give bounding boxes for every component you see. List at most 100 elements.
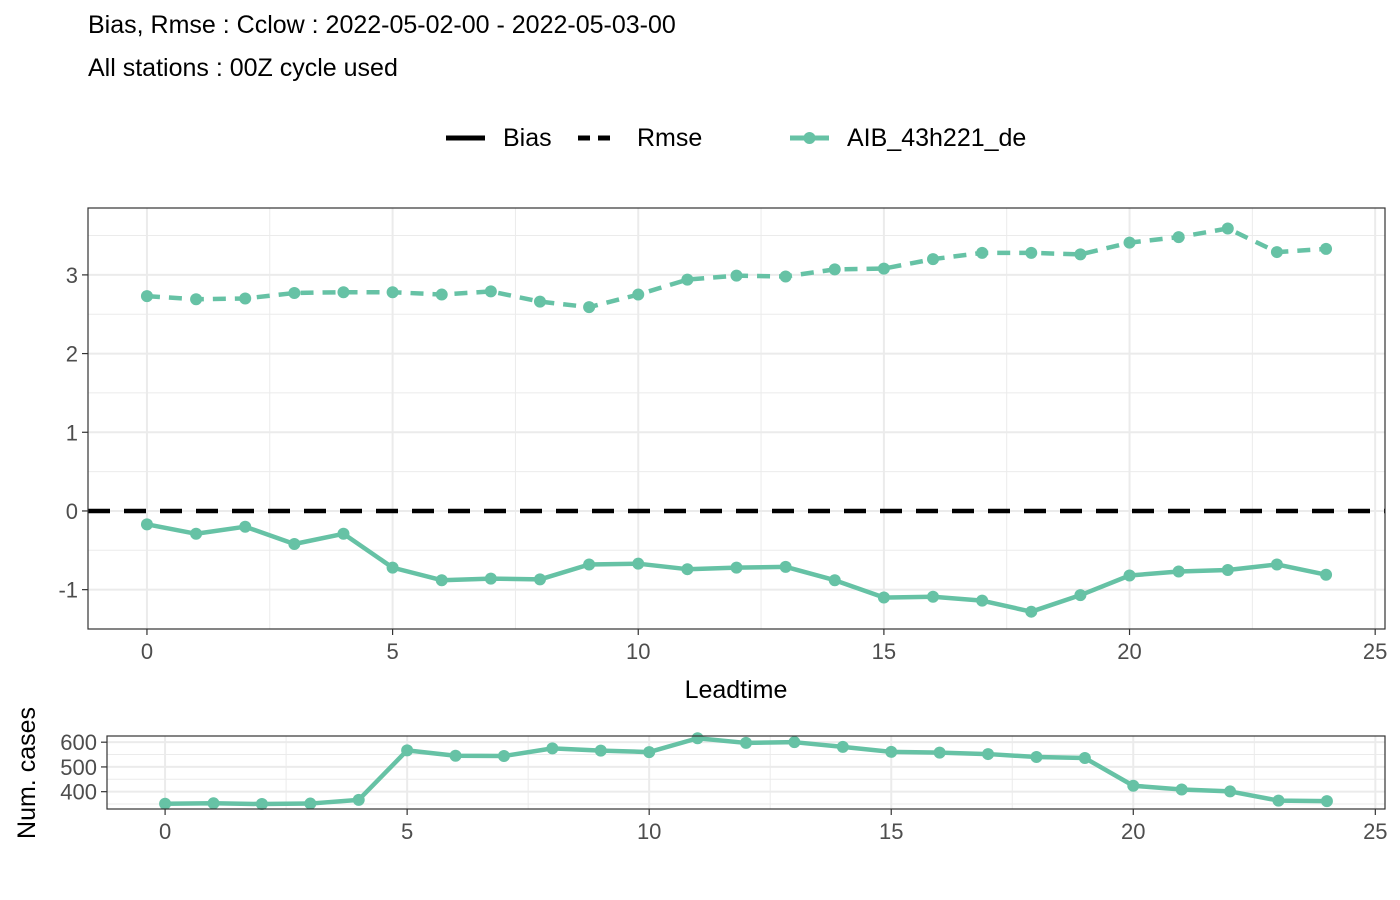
cases-data-point-aib-43h221-de [740, 736, 752, 749]
legend-key-series-point [803, 132, 816, 144]
main-data-point-rmse [828, 263, 841, 276]
main-data-point-rmse [386, 286, 399, 299]
cases-data-point-aib-43h221-de [885, 745, 898, 758]
main-y-tick-label: 0 [66, 499, 78, 524]
cases-y-axis-label: Num. cases [13, 707, 41, 839]
legend-label-series: AIB_43h221_de [847, 124, 1026, 152]
main-data-point-bias [484, 572, 497, 585]
cases-x-tick-label: 15 [879, 819, 903, 844]
cases-data-point-aib-43h221-de [1320, 795, 1333, 808]
main-data-point-rmse [1172, 231, 1185, 244]
main-data-point-bias [779, 560, 792, 573]
main-x-tick-label: 0 [141, 639, 153, 664]
main-data-point-rmse [288, 286, 301, 299]
main-plot-panel: 0 5 10 15 20 25 -1 0 1 2 3 [58, 207, 1387, 664]
cases-x-tick-label: 0 [159, 819, 171, 844]
main-data-point-bias [632, 557, 645, 570]
cases-data-point-aib-43h221-de [401, 744, 414, 757]
main-data-point-bias [435, 574, 448, 587]
cases-data-point-aib-43h221-de [691, 732, 704, 745]
cases-y-tick-label: 600 [60, 730, 97, 755]
cases-data-point-aib-43h221-de [304, 797, 317, 810]
main-data-point-bias [877, 591, 890, 604]
legend-label-rmse: Rmse [637, 124, 702, 152]
cases-data-point-aib-43h221-de [497, 750, 510, 763]
main-x-tick-label: 20 [1117, 639, 1141, 664]
main-data-point-rmse [140, 290, 153, 303]
main-data-point-rmse [877, 262, 890, 275]
main-data-point-bias [1270, 558, 1283, 571]
main-y-tick-label: -1 [58, 578, 78, 603]
cases-y-tick-label: 400 [60, 780, 97, 805]
cases-data-point-aib-43h221-de [1127, 779, 1140, 792]
main-data-point-rmse [1123, 236, 1136, 249]
main-data-point-bias [1074, 589, 1087, 602]
main-data-point-rmse [779, 270, 792, 283]
cases-data-point-aib-43h221-de [1224, 785, 1237, 798]
cases-x-tick-label: 10 [637, 819, 661, 844]
cases-x-tick-label: 5 [401, 819, 413, 844]
cases-series-layer [159, 732, 1333, 811]
main-data-point-rmse [1074, 248, 1087, 261]
main-data-point-rmse [1270, 246, 1283, 259]
main-x-tick-label: 25 [1363, 639, 1387, 664]
main-series-layer [140, 222, 1333, 618]
main-data-point-rmse [1025, 246, 1038, 259]
main-data-point-rmse [927, 253, 940, 266]
cases-x-tick-label: 25 [1363, 819, 1387, 844]
main-data-point-bias [239, 520, 252, 533]
cases-data-point-aib-43h221-de [449, 749, 462, 762]
cases-data-point-aib-43h221-de [207, 797, 220, 810]
main-data-point-bias [140, 518, 153, 531]
cases-data-point-aib-43h221-de [1030, 751, 1043, 764]
main-data-point-rmse [1320, 242, 1333, 255]
cases-data-point-aib-43h221-de [933, 746, 946, 759]
main-data-point-rmse [435, 288, 448, 301]
main-data-point-bias [828, 574, 841, 587]
cases-data-point-aib-43h221-de [159, 797, 172, 810]
main-data-point-rmse [730, 269, 743, 282]
main-x-tick-label: 15 [872, 639, 896, 664]
cases-data-point-aib-43h221-de [255, 798, 268, 811]
cases-data-point-aib-43h221-de [788, 736, 801, 749]
main-data-point-rmse [239, 292, 252, 305]
cases-data-point-aib-43h221-de [836, 740, 849, 753]
cases-x-tick-label: 20 [1121, 819, 1145, 844]
cases-data-point-aib-43h221-de [1175, 783, 1188, 796]
main-data-point-bias [1025, 605, 1038, 618]
main-y-tick-label: 3 [66, 263, 78, 288]
main-data-point-rmse [337, 286, 350, 299]
cases-data-point-aib-43h221-de [982, 748, 995, 761]
main-data-point-bias [288, 538, 301, 551]
main-data-point-rmse [583, 301, 596, 314]
main-data-point-rmse [484, 285, 497, 298]
chart-title: Bias, Rmse : Cclow : 2022-05-02-00 - 202… [88, 11, 676, 39]
main-data-point-bias [927, 590, 940, 603]
main-data-point-bias [1221, 563, 1234, 576]
main-data-point-bias [337, 527, 350, 540]
main-data-point-rmse [190, 293, 203, 306]
main-data-point-bias [976, 594, 989, 607]
main-y-tick-label: 2 [66, 342, 78, 367]
cases-panel-border [106, 735, 1386, 810]
main-data-point-bias [533, 573, 546, 586]
main-x-tick-label: 10 [626, 639, 650, 664]
legend: Bias Rmse AIB_43h221_de [446, 124, 1026, 152]
chart-subtitle: All stations : 00Z cycle used [88, 54, 398, 82]
legend-label-bias: Bias [503, 124, 552, 152]
main-data-point-rmse [681, 273, 694, 286]
main-y-tick-label: 1 [66, 420, 78, 445]
main-data-point-bias [583, 558, 596, 571]
cases-data-point-aib-43h221-de [643, 746, 656, 759]
main-data-point-rmse [533, 295, 546, 308]
main-panel-border [87, 207, 1386, 630]
cases-data-point-aib-43h221-de [546, 742, 559, 755]
main-data-point-bias [386, 561, 399, 574]
main-data-point-bias [1123, 569, 1136, 582]
cases-data-point-aib-43h221-de [1272, 794, 1285, 807]
x-axis-label: Leadtime [685, 676, 788, 704]
cases-y-tick-label: 500 [60, 755, 97, 780]
main-data-point-bias [730, 561, 743, 574]
